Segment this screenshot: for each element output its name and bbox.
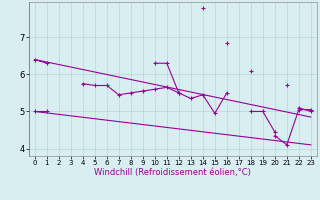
X-axis label: Windchill (Refroidissement éolien,°C): Windchill (Refroidissement éolien,°C) [94, 168, 251, 177]
